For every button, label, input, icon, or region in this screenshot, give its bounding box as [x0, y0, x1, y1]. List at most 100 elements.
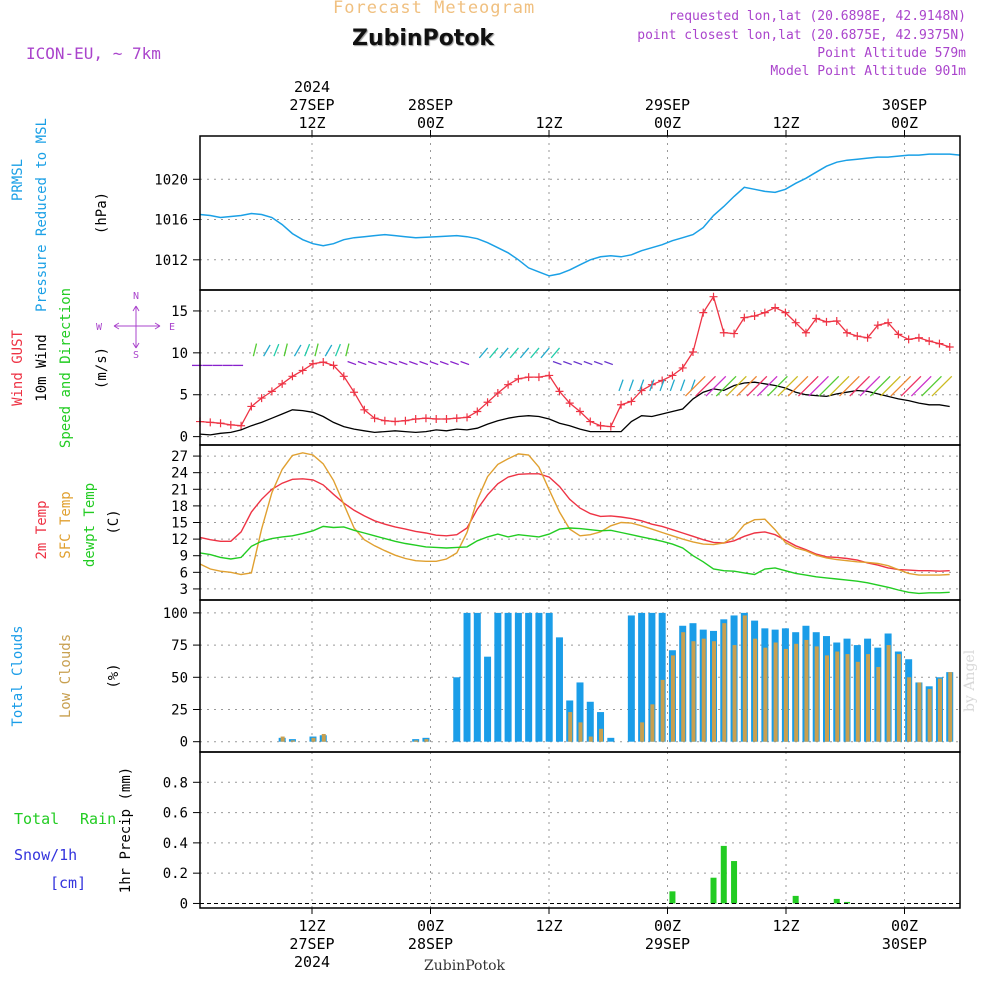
low-cloud-bar [814, 646, 819, 742]
low-cloud-bar [845, 654, 850, 742]
bottom-hour-label: 12Z [298, 917, 325, 935]
wind-direction-arrow [746, 375, 768, 397]
low-cloud-bar [937, 678, 942, 742]
wind-gust-marker [873, 321, 882, 330]
wind-gust-marker [483, 398, 492, 407]
wind-gust-marker [822, 317, 831, 326]
cloud-ytick-label: 75 [171, 638, 188, 654]
wind-direction-arrow [263, 344, 271, 357]
wind-direction-arrow [726, 375, 747, 397]
pressure-panel-frame [199, 135, 961, 291]
wind-gust-marker [740, 313, 749, 322]
wind-direction-arrow [787, 375, 809, 397]
low-cloud-bar [732, 645, 737, 742]
wind-direction-arrow [509, 347, 519, 359]
wind-gust-marker [627, 397, 636, 406]
wind-gust-marker [298, 366, 307, 375]
wind-dir-label: Speed and Direction [58, 288, 74, 448]
wind-direction-arrow [849, 375, 871, 397]
bottom-hour-label: 12Z [772, 917, 799, 935]
pressure-unit: (hPa) [94, 192, 110, 234]
wind-gust-marker [668, 371, 677, 380]
bottom-hour-label: 00Z [654, 917, 681, 935]
wind-direction-arrow [828, 375, 850, 397]
wind-10m-label: 10m Wind [34, 334, 50, 401]
rain-bar [669, 891, 676, 904]
top-year-label: 2024 [294, 78, 330, 96]
wind-ytick-label: 15 [171, 304, 188, 320]
wind-ytick-label: 10 [171, 346, 188, 362]
wind-direction-arrow [573, 360, 583, 366]
temp-ytick-label: 24 [171, 466, 188, 482]
wind-direction-arrow [550, 347, 561, 359]
low-cloud-bar [701, 638, 706, 742]
cloud-unit: (%) [106, 663, 122, 688]
wind-gust-marker [606, 422, 615, 431]
wind-gust-marker [904, 335, 913, 344]
wind-gust-marker [308, 359, 317, 368]
total-cloud-bar [514, 612, 522, 742]
precip-ytick-label: 0.8 [163, 775, 188, 791]
cloud-ytick-label: 100 [163, 606, 188, 622]
total-cloud-bar [535, 612, 543, 742]
author-credit: by Angel [962, 649, 978, 712]
wind-direction-arrow [489, 347, 499, 359]
wind-gust-marker [555, 387, 564, 396]
total-cloud-label: Total Clouds [10, 625, 26, 726]
wind-direction-arrow [540, 347, 550, 359]
total-cloud-bar [473, 612, 481, 742]
wind-gust-marker [781, 308, 790, 317]
wind-gust-marker [401, 416, 410, 425]
wind-ytick-label: 0 [180, 430, 188, 446]
wind-gust-marker [380, 416, 389, 425]
wind-gust-marker [925, 337, 934, 346]
wind-direction-arrow [347, 360, 357, 366]
precip-ytick-label: 0.2 [163, 866, 188, 882]
low-cloud-bar [640, 722, 645, 742]
top-hour-label: 12Z [298, 114, 325, 132]
top-hour-label: 00Z [417, 114, 444, 132]
temp-ytick-label: 9 [180, 549, 188, 565]
wind-direction-arrow [659, 379, 665, 392]
temp-ytick-label: 18 [171, 499, 188, 515]
closest-lonlat: point closest lon,lat (20.6875E, 42.9375… [637, 28, 966, 43]
wind-gust-marker [534, 373, 543, 382]
wind-panel-frame [199, 289, 961, 446]
wind-gust-marker [945, 342, 954, 351]
wind-direction-arrow [869, 375, 891, 397]
wind-gust-marker [637, 386, 646, 395]
wind-gust-marker [699, 308, 708, 317]
low-cloud-bar [753, 638, 758, 742]
low-cloud-bar [280, 736, 285, 742]
wind-gust-marker [329, 361, 338, 370]
total-cloud-bar [607, 737, 615, 742]
wind-gust-marker [935, 339, 944, 348]
wind-direction-arrow [367, 360, 377, 366]
wind-direction-arrow [593, 360, 603, 366]
wind-direction-arrow [273, 343, 280, 357]
bottom-date-label: 30SEP [882, 935, 927, 953]
low-cloud-bar [660, 679, 665, 742]
temp-ytick-label: 12 [171, 532, 188, 548]
total-cloud-bar [627, 615, 635, 742]
low-cloud-bar [783, 648, 788, 742]
wind-direction-arrow [669, 379, 676, 392]
temp-2m-line [199, 473, 950, 572]
wind-direction-arrow [859, 375, 881, 397]
wind-gust-marker [319, 358, 328, 367]
wind-direction-arrow [450, 360, 459, 366]
wind-gust-marker [442, 415, 451, 424]
low-cloud-bar [824, 655, 829, 742]
wind-gust-marker [514, 374, 523, 383]
wind-gust-marker [863, 333, 872, 342]
wind-direction-arrow [736, 375, 758, 397]
wind-direction-arrow [695, 375, 716, 397]
low-cloud-bar [876, 666, 881, 742]
wind-gust-marker [545, 371, 554, 380]
top-date-label: 28SEP [408, 96, 453, 114]
total-cloud-bar [658, 612, 666, 742]
top-hour-label: 12Z [772, 114, 799, 132]
total-cloud-bar [555, 637, 563, 742]
wind-gust-marker [473, 407, 482, 416]
low-cloud-bar [773, 642, 778, 742]
